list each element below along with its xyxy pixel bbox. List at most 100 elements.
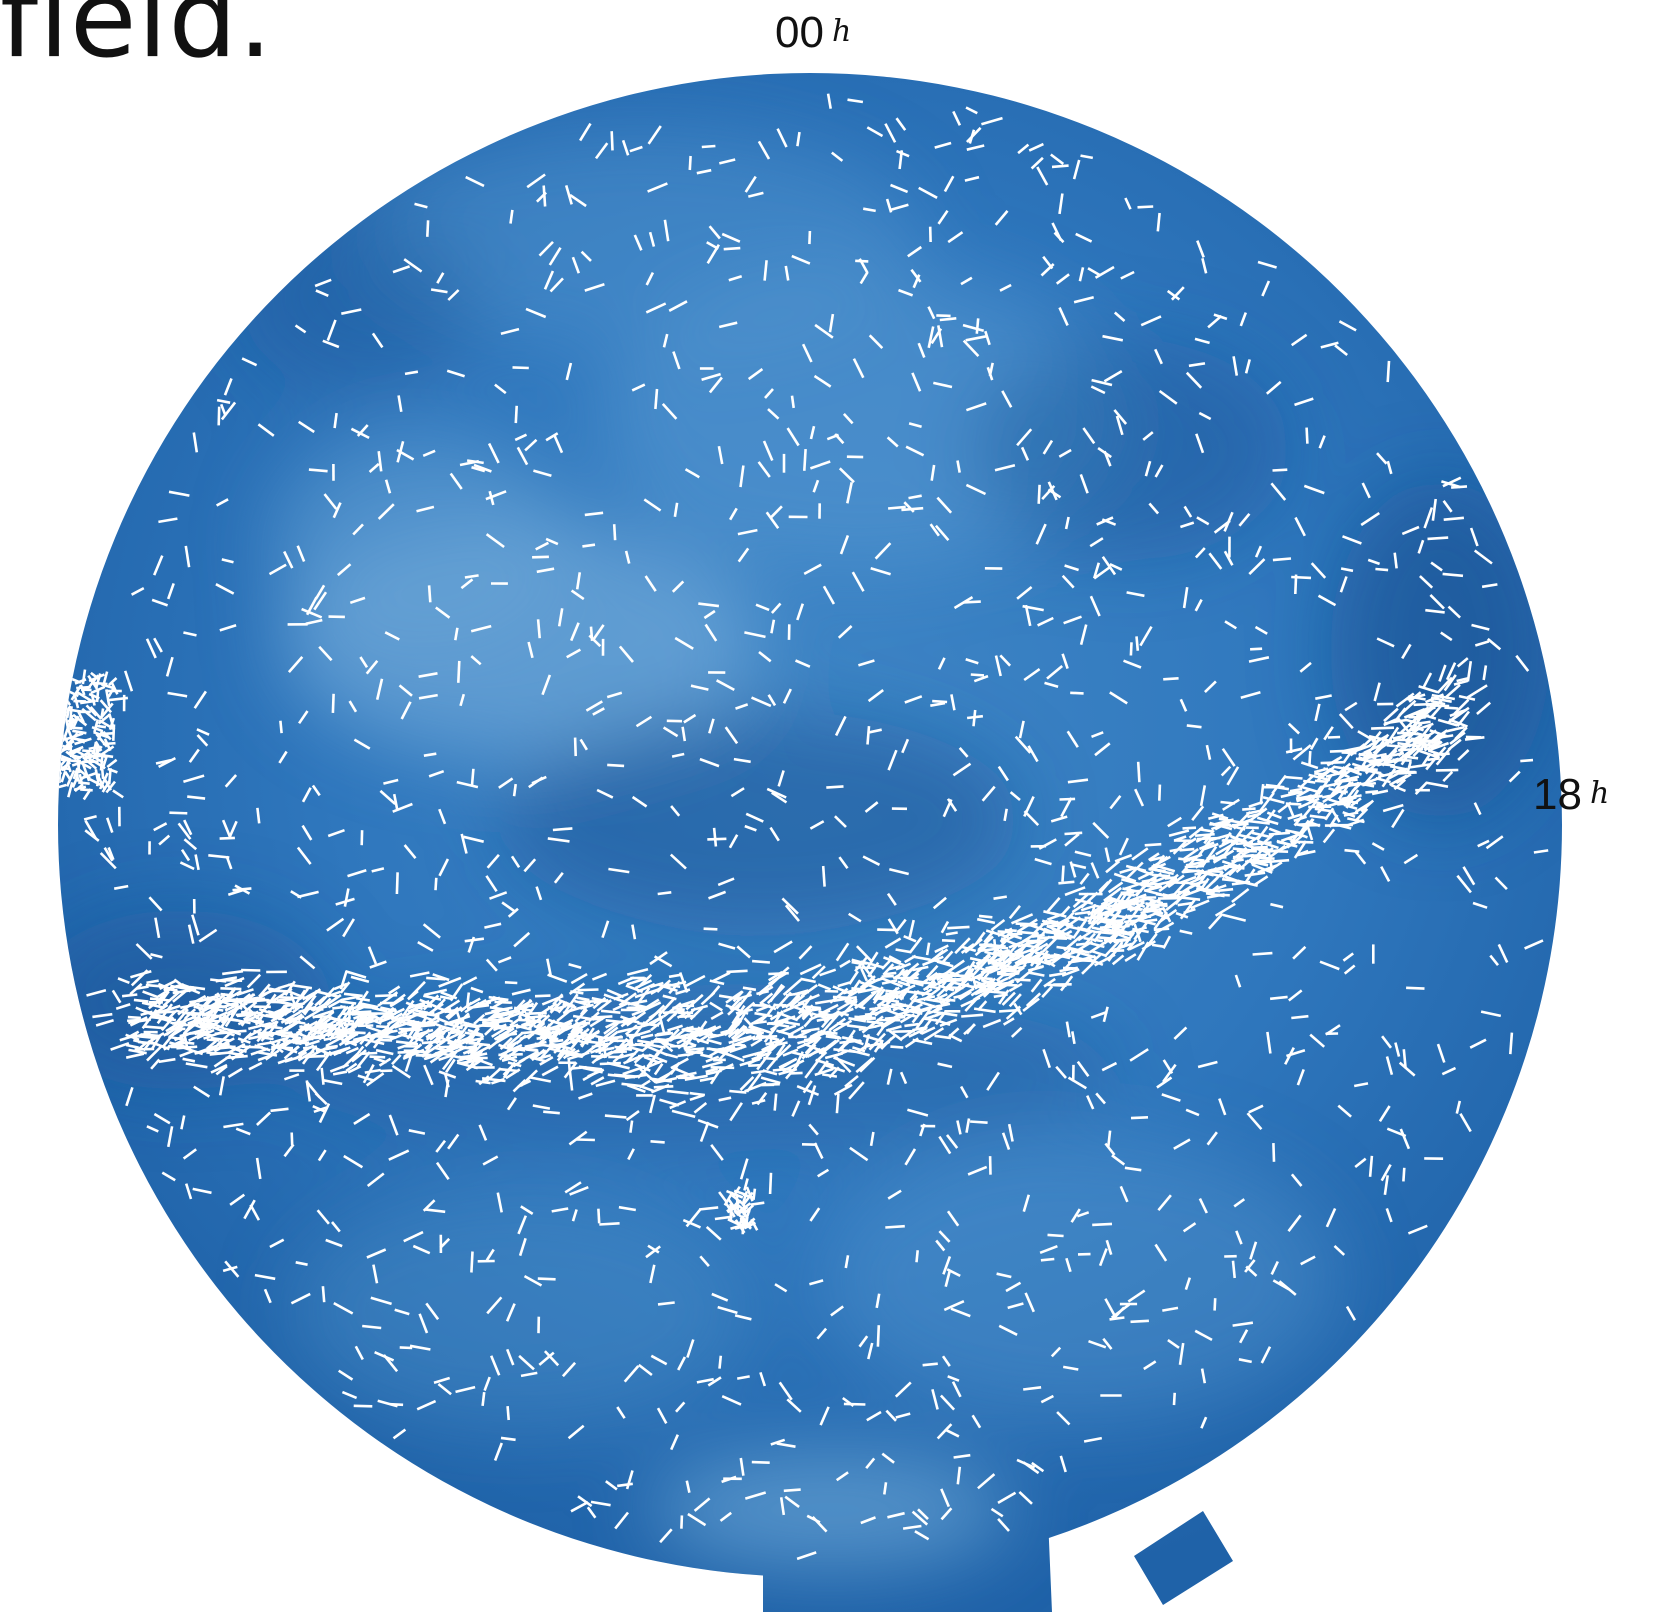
polarization-vector: [534, 994, 551, 998]
polarization-vector: [1113, 409, 1128, 425]
polarization-vector: [1209, 832, 1232, 842]
polarization-vector: [78, 781, 90, 785]
polarization-vector: [1238, 818, 1252, 826]
polarization-vector: [877, 928, 899, 932]
polarization-vector: [503, 1009, 527, 1021]
polarization-vector: [698, 1206, 719, 1211]
polarization-vector: [353, 738, 371, 750]
polarization-vector: [1233, 1198, 1246, 1208]
polarization-vector: [454, 627, 459, 641]
polarization-vector: [696, 168, 712, 175]
polarization-vector: [179, 1040, 195, 1045]
polarization-vector: [1380, 751, 1405, 759]
polarization-vector: [839, 959, 851, 969]
polarization-vector: [778, 1381, 793, 1401]
polarization-vector: [193, 1085, 211, 1098]
polarization-vector: [1059, 1455, 1067, 1473]
polarization-vector: [791, 1100, 801, 1117]
polarization-vector: [1477, 839, 1490, 848]
polarization-vector: [953, 1453, 971, 1459]
polarization-vector: [1076, 1060, 1090, 1078]
polarization-vector: [585, 1017, 604, 1021]
polarization-vector: [717, 877, 735, 887]
polarization-vector: [735, 1035, 756, 1046]
polarization-vector: [374, 1351, 395, 1362]
polarization-vector: [594, 142, 609, 160]
polarization-vector: [1105, 860, 1121, 874]
polarization-vector: [564, 185, 573, 205]
polarization-vector: [301, 787, 312, 803]
polarization-vector: [1090, 385, 1106, 395]
polarization-vector: [884, 937, 902, 949]
polarization-vector: [648, 1053, 668, 1064]
polarization-vector: [637, 973, 653, 988]
polarization-vector: [803, 449, 807, 471]
polarization-vector: [1081, 960, 1096, 975]
polarization-vector: [1244, 359, 1251, 374]
polarization-vector: [1189, 857, 1205, 862]
polarization-vector: [830, 1305, 844, 1317]
polarization-vector: [339, 981, 351, 994]
polarization-vector: [638, 1363, 653, 1377]
polarization-vector: [783, 1488, 801, 1493]
polarization-vector: [1025, 992, 1042, 1007]
polarization-vector: [997, 1518, 1010, 1532]
polarization-vector: [1394, 1042, 1401, 1057]
polarization-vector: [1088, 1339, 1107, 1349]
polarization-vector: [1489, 954, 1500, 967]
polarization-vector: [576, 996, 590, 1002]
polarization-vector: [930, 328, 943, 345]
polarization-vector: [814, 323, 834, 339]
polarization-vector: [125, 1043, 139, 1049]
polarization-vector: [773, 940, 793, 954]
polarization-vector: [908, 936, 923, 954]
polarization-vector: [1265, 380, 1282, 395]
polarization-vector: [568, 963, 582, 970]
polarization-vector: [1173, 1026, 1188, 1040]
polarization-vector: [1050, 153, 1065, 165]
polarization-vector: [1473, 802, 1482, 816]
polarization-vector: [507, 907, 519, 918]
polarization-vector: [1038, 838, 1057, 850]
polarization-vector: [943, 1300, 965, 1312]
polarization-vector: [387, 985, 401, 995]
polarization-vector: [280, 1019, 302, 1035]
polarization-vector: [1310, 562, 1327, 579]
polarization-vector: [864, 977, 884, 986]
axis-label-right: 18 h: [1533, 770, 1609, 820]
polarization-vector: [1344, 746, 1363, 753]
polarization-vector: [842, 413, 854, 425]
polarization-vector: [449, 983, 464, 1002]
polarization-vector: [1154, 464, 1164, 478]
polarization-vector: [177, 822, 192, 840]
polarization-vector: [157, 756, 177, 769]
polarization-vector: [1181, 896, 1201, 901]
polarization-vector: [1037, 484, 1041, 504]
polarization-vector: [1020, 446, 1030, 461]
polarization-vector: [800, 984, 818, 998]
polarization-vector: [314, 278, 332, 288]
polarization-vector: [757, 461, 771, 478]
polarization-vector: [1445, 683, 1461, 699]
polarization-vector: [951, 1381, 962, 1398]
polarization-vector: [851, 571, 865, 592]
polarization-vector: [858, 258, 869, 274]
polarization-vector: [352, 523, 364, 536]
polarization-vector: [1214, 902, 1236, 917]
polarization-vector: [154, 917, 161, 939]
polarization-vector: [149, 1015, 169, 1021]
polarization-vector: [836, 997, 858, 1012]
polarization-vector: [1007, 932, 1023, 940]
polarization-vector: [1103, 886, 1122, 902]
polarization-vector: [596, 999, 612, 1012]
polarization-vector: [365, 1025, 390, 1036]
polarization-vector: [610, 131, 614, 151]
polarization-vector: [1149, 874, 1171, 885]
polarization-vector: [607, 763, 625, 768]
polarization-vector: [1194, 547, 1206, 559]
polarization-vector: [867, 961, 880, 978]
polarization-vector: [911, 995, 936, 1003]
polarization-vector: [268, 563, 287, 576]
polarization-vector: [832, 985, 852, 996]
polarization-vector: [102, 732, 113, 736]
